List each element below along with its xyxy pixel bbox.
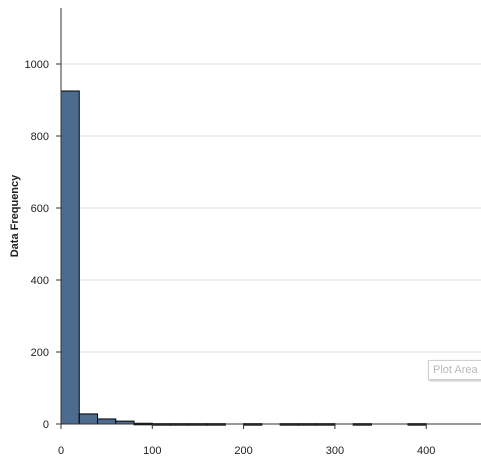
y-tick-label: 0	[43, 419, 49, 431]
y-tick-label: 1000	[25, 59, 49, 71]
histogram-bar	[97, 418, 117, 425]
x-tick-label: 100	[143, 445, 161, 457]
histogram-bars	[60, 90, 427, 426]
x-tick-label: 300	[326, 445, 344, 457]
x-tick-label: 0	[58, 445, 64, 457]
y-axis-ticks: 0 200 400 600 800 1000	[25, 59, 61, 431]
x-axis-ticks: 0 100 200 300 400	[58, 424, 435, 457]
y-axis-title: Data Frequency	[9, 174, 21, 257]
histogram-bar	[60, 90, 80, 425]
histogram-bar	[78, 413, 99, 425]
x-tick-label: 400	[417, 445, 435, 457]
plot-area-tooltip: Plot Area	[428, 360, 481, 380]
gridlines	[61, 63, 481, 353]
y-tick-label: 600	[31, 203, 49, 215]
y-tick-label: 400	[31, 275, 49, 287]
x-tick-label: 200	[234, 445, 252, 457]
y-tick-label: 800	[31, 131, 49, 143]
y-tick-label: 200	[31, 347, 49, 359]
